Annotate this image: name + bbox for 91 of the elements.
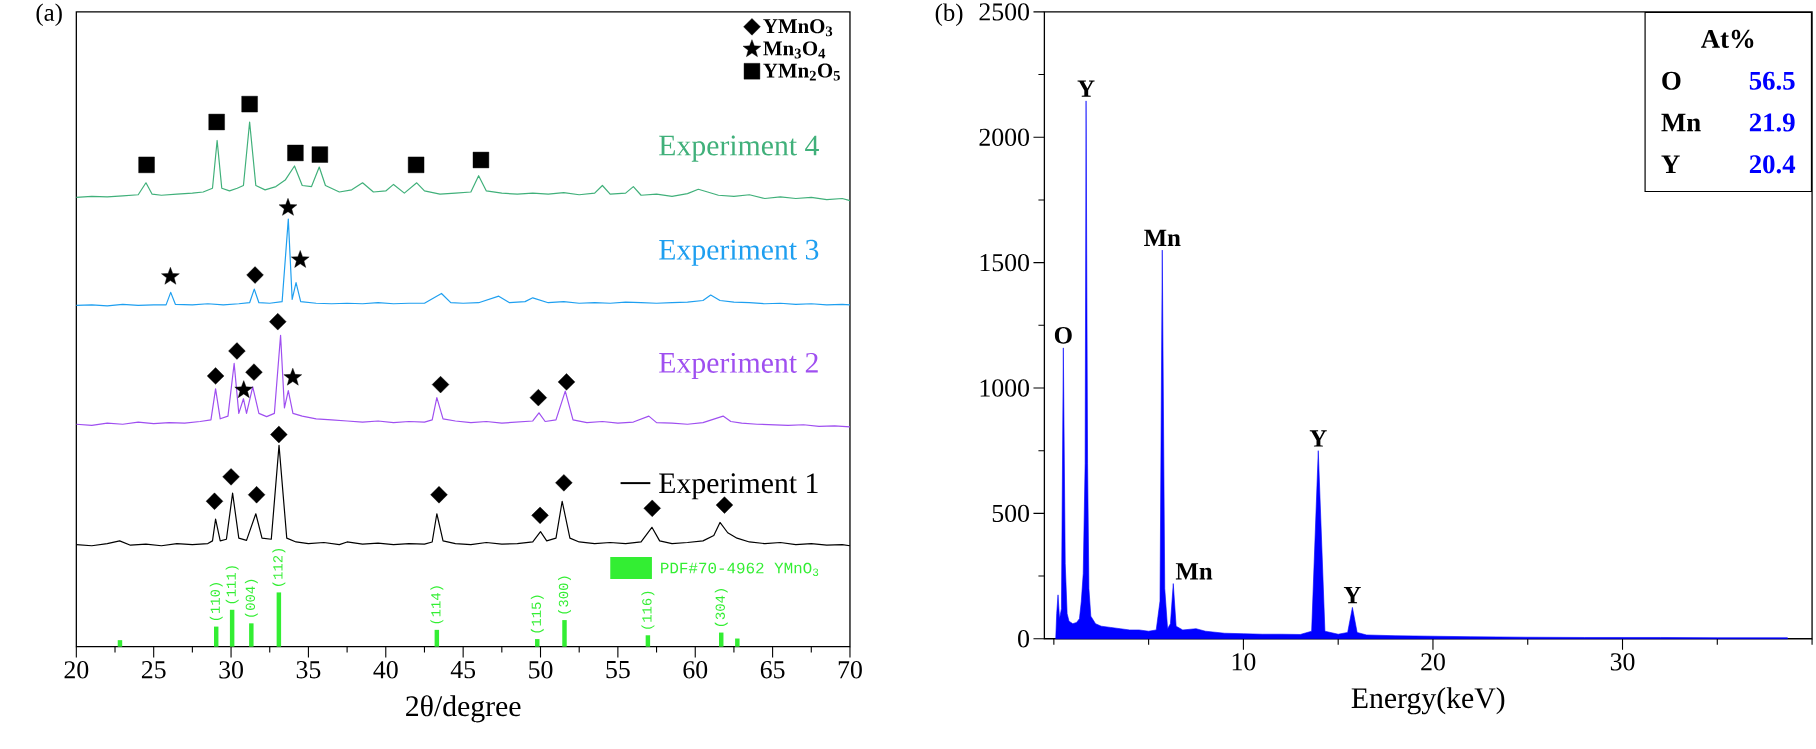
point xyxy=(278,198,298,216)
point xyxy=(407,156,425,174)
x-tick-label: 10 xyxy=(1232,653,1256,671)
bar xyxy=(645,635,651,647)
bar xyxy=(434,629,440,647)
legend-label: PDF#70-4962 YMnO$_{3}$ xyxy=(661,562,819,577)
x-tick-label: 25 xyxy=(141,661,166,679)
point xyxy=(283,368,302,386)
annotation: 20.4 xyxy=(1749,155,1796,174)
legend-label: YMnO$_{3}$ xyxy=(763,19,833,37)
annotation: (304) xyxy=(714,589,728,627)
x-tick-label: 70 xyxy=(838,661,862,679)
annotation: 56.5 xyxy=(1749,71,1795,90)
x-tick-label: 20 xyxy=(1421,653,1445,671)
annotation: Y xyxy=(1661,155,1680,174)
point xyxy=(555,474,573,492)
annotation: (110) xyxy=(209,583,223,621)
point xyxy=(472,151,490,169)
point xyxy=(245,363,263,381)
annotation: (116) xyxy=(641,591,655,629)
series-label: Experiment 3 xyxy=(659,239,819,266)
series-label: Experiment 4 xyxy=(659,135,819,162)
point xyxy=(531,506,549,525)
point xyxy=(287,144,304,162)
bar xyxy=(735,638,740,647)
point xyxy=(270,425,288,444)
bar xyxy=(276,592,282,647)
x-tick-label: 60 xyxy=(683,661,708,679)
point xyxy=(291,250,310,268)
point xyxy=(222,468,240,486)
x-tick-label: 40 xyxy=(373,661,398,679)
annotation: (115) xyxy=(530,595,544,633)
point xyxy=(206,367,225,385)
bar xyxy=(117,640,123,647)
point xyxy=(234,380,253,398)
series-label: Experiment 2 xyxy=(659,352,818,379)
bar xyxy=(229,609,235,647)
x-axis-title: Energy(keV) xyxy=(1351,687,1505,715)
annotation: (300) xyxy=(558,576,571,614)
annotation: (114) xyxy=(430,586,444,624)
x-tick-label: 30 xyxy=(1610,653,1635,671)
annotation: O xyxy=(1054,327,1072,344)
point xyxy=(246,266,264,284)
point xyxy=(208,113,225,131)
annotation: (111) xyxy=(225,566,239,604)
legend-label: YMn$_{2}$O$_{5}$ xyxy=(763,63,840,81)
point xyxy=(529,389,547,407)
point xyxy=(205,492,224,510)
point xyxy=(161,267,180,285)
legend-label: Mn$_{3}$O$_{4}$ xyxy=(763,41,826,59)
annotation: Mn xyxy=(1175,563,1213,580)
y-tick-label: 2500 xyxy=(979,3,1029,21)
annotation: Mn xyxy=(1144,229,1181,246)
chart-title: (b) xyxy=(935,3,963,27)
point xyxy=(228,342,246,360)
x-tick-label: 30 xyxy=(219,661,243,679)
point xyxy=(643,499,661,518)
point xyxy=(430,486,448,504)
annotation: At% xyxy=(1701,29,1754,49)
annotation: Mn xyxy=(1661,113,1701,132)
x-tick-label: 55 xyxy=(606,661,630,679)
annotation: Y xyxy=(1309,430,1327,447)
x-tick-label: 20 xyxy=(64,661,89,679)
annotation: (004) xyxy=(244,579,258,617)
annotation: O xyxy=(1662,71,1681,90)
annotation: Y xyxy=(1077,80,1095,97)
y-tick-label: 1500 xyxy=(980,254,1029,272)
annotation: Y xyxy=(1343,587,1361,604)
y-tick-label: 1000 xyxy=(980,379,1029,397)
point xyxy=(557,373,576,391)
x-axis-title: 2θ/degree xyxy=(406,695,521,723)
point xyxy=(241,96,258,113)
point xyxy=(138,156,155,174)
legend-label: Experiment 1 xyxy=(659,473,818,500)
annotation: 21.9 xyxy=(1749,113,1795,132)
x-tick-label: 35 xyxy=(296,661,321,679)
x-tick-label: 65 xyxy=(760,661,785,679)
y-tick-label: 2000 xyxy=(979,128,1029,147)
point xyxy=(269,313,287,331)
x-tick-label: 50 xyxy=(529,661,553,679)
y-tick-label: 0 xyxy=(1018,630,1029,648)
bar xyxy=(535,639,540,647)
point xyxy=(431,376,450,394)
annotation: (112) xyxy=(272,549,286,586)
x-tick-label: 45 xyxy=(450,661,476,679)
point xyxy=(311,146,328,163)
bar xyxy=(249,623,254,647)
bar xyxy=(562,620,567,647)
chart-title: (a) xyxy=(36,3,62,27)
y-tick-label: 500 xyxy=(992,504,1029,523)
point xyxy=(247,486,266,504)
